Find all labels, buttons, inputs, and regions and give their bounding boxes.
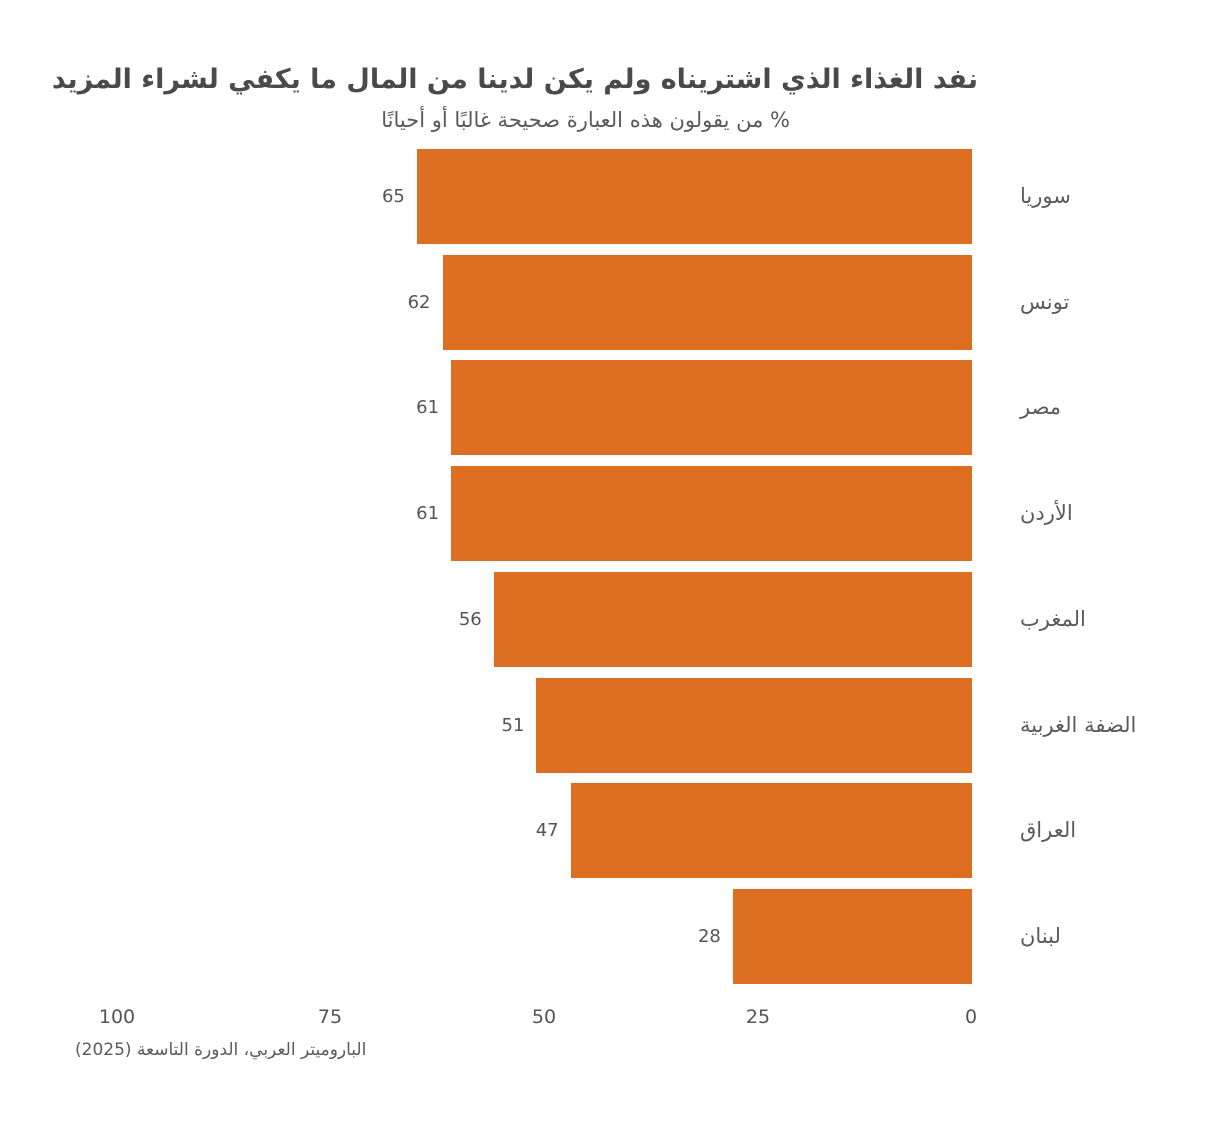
- bar: [416, 149, 972, 244]
- bar-value-label: 28: [697, 926, 721, 947]
- chart-title: نفد الغذاء الذي اشتريناه ولم يكن لدينا م…: [51, 64, 978, 95]
- bar: [451, 466, 972, 561]
- x-tick-100: 100: [98, 1006, 136, 1028]
- category-label: الأردن: [1020, 501, 1073, 525]
- bar-value-label: 61: [416, 503, 440, 524]
- bar-value-label: 62: [407, 292, 431, 313]
- bar: [493, 572, 972, 667]
- bar: [570, 783, 972, 878]
- bar: [732, 889, 972, 984]
- x-tick-25: 25: [745, 1006, 771, 1028]
- bar-value-label: 56: [458, 609, 482, 630]
- category-label: سوريا: [1020, 184, 1071, 208]
- source-note: الباروميتر العربي، الدورة التاسعة (2025): [75, 1040, 367, 1060]
- bar-value-label: 65: [381, 186, 405, 207]
- x-tick-50: 50: [531, 1006, 557, 1028]
- chart-subtitle: % من يقولون هذه العبارة صحيحة غالبًا أو …: [381, 108, 790, 132]
- category-label: لبنان: [1020, 924, 1061, 948]
- bar: [451, 360, 972, 455]
- bar: [442, 255, 972, 350]
- bar-value-label: 47: [535, 820, 559, 841]
- category-label: المغرب: [1020, 607, 1086, 631]
- category-label: العراق: [1020, 818, 1077, 842]
- category-label: تونس: [1020, 290, 1070, 314]
- x-tick-75: 75: [317, 1006, 343, 1028]
- category-label: الضفة الغربية: [1020, 713, 1137, 737]
- bar-value-label: 51: [501, 715, 525, 736]
- bar-value-label: 61: [416, 397, 440, 418]
- bar: [536, 678, 972, 773]
- category-label: مصر: [1020, 395, 1062, 419]
- x-tick-0: 0: [964, 1006, 978, 1028]
